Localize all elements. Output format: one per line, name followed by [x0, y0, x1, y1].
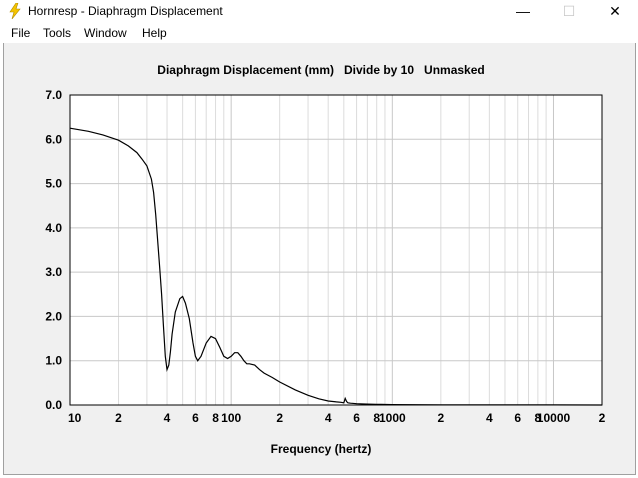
x-tick-label: 6 [514, 411, 521, 425]
menu-help[interactable]: Help [142, 26, 167, 40]
maximize-icon: ☐ [562, 2, 576, 19]
x-tick-label: 2 [599, 411, 606, 425]
x-tick-label: 10000 [537, 411, 571, 425]
chart-window-client: Diaphragm Displacement (mm) Divide by 10… [3, 43, 636, 475]
displacement-chart: Diaphragm Displacement (mm) Divide by 10… [45, 63, 606, 456]
close-icon: ✕ [609, 2, 621, 19]
y-tick-label: 7.0 [45, 88, 62, 102]
y-tick-label: 0.0 [45, 398, 62, 412]
window-title: Hornresp - Diaphragm Displacement [28, 4, 223, 18]
grid-lines [70, 95, 602, 405]
maximize-button[interactable]: ☐ [546, 0, 592, 22]
lightning-icon [9, 3, 21, 19]
close-button[interactable]: ✕ [592, 0, 638, 22]
x-tick-label: 4 [486, 411, 493, 425]
y-tick-label: 3.0 [45, 265, 62, 279]
plot-frame [69, 94, 603, 406]
plot-area [70, 95, 602, 405]
x-tick-label: 10 [68, 411, 82, 425]
x-tick-label: 6 [353, 411, 360, 425]
menu-tools[interactable]: Tools [43, 26, 72, 40]
x-tick-label: 4 [164, 411, 171, 425]
x-tick-label: 100 [221, 411, 241, 425]
x-tick-label: 6 [192, 411, 199, 425]
y-tick-label: 2.0 [45, 309, 62, 323]
x-tick-label: 2 [115, 411, 122, 425]
displacement-curve [69, 127, 603, 406]
x-tick-label: 4 [325, 411, 332, 425]
y-tick-label: 1.0 [45, 354, 62, 368]
x-tick-label: 8 [373, 411, 380, 425]
title-bar: Hornresp - Diaphragm Displacement — ☐ ✕ [0, 0, 638, 22]
y-tick-label: 5.0 [45, 177, 62, 191]
x-axis-label: Frequency (hertz) [271, 442, 372, 456]
x-tick-label: 8 [535, 411, 542, 425]
chart-title: Diaphragm Displacement (mm) Divide by 10… [157, 63, 484, 77]
x-tick-label: 2 [276, 411, 283, 425]
x-tick-label: 8 [212, 411, 219, 425]
menu-file[interactable]: File [11, 26, 31, 40]
minimize-button[interactable]: — [500, 0, 546, 22]
menu-bar: File Tools Window Help [0, 23, 638, 43]
x-tick-label: 1000 [379, 411, 406, 425]
menu-window[interactable]: Window [84, 26, 127, 40]
x-tick-label: 2 [437, 411, 444, 425]
y-tick-label: 4.0 [45, 221, 62, 235]
y-tick-label: 6.0 [45, 132, 62, 146]
minimize-icon: — [516, 3, 530, 19]
y-axis-ticks: 0.0 1.0 2.0 3.0 4.0 5.0 6.0 7.0 [45, 88, 62, 412]
